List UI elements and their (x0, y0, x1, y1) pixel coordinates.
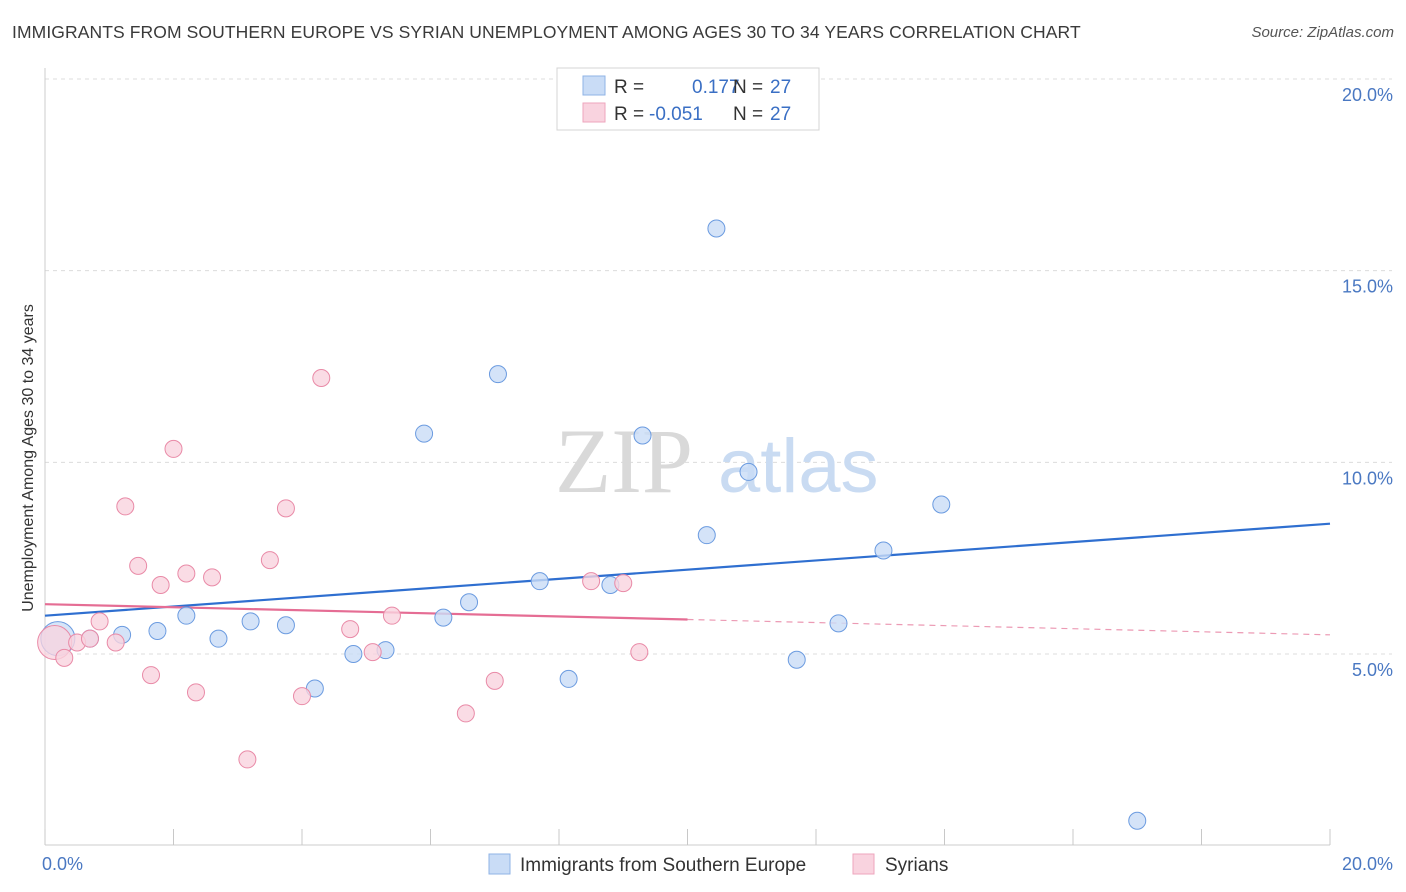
legend-r-value-1: 0.177 (692, 77, 740, 98)
point-syrians (177, 564, 196, 583)
point-southern-europe (707, 219, 726, 238)
point-syrians (142, 666, 161, 685)
point-southern-europe (344, 645, 363, 663)
point-southern-europe (633, 426, 652, 445)
y-tick-label: 20.0% (1342, 85, 1393, 105)
point-southern-europe (434, 608, 453, 627)
point-southern-europe (932, 495, 951, 514)
point-syrians (456, 704, 475, 723)
point-syrians (55, 648, 74, 667)
point-syrians (186, 683, 205, 702)
bottom-legend-swatch-pink (852, 853, 875, 875)
point-syrians (341, 620, 360, 639)
point-southern-europe (829, 614, 848, 633)
point-southern-europe (276, 616, 295, 635)
point-syrians (582, 572, 601, 591)
legend-swatch-pink (582, 102, 606, 123)
point-southern-europe (488, 365, 507, 384)
series-legend: Immigrants from Southern Europe Syrians (488, 853, 948, 876)
y-tick-label: 10.0% (1342, 468, 1393, 488)
legend-n-label-1: N = (733, 77, 763, 98)
point-southern-europe (460, 593, 479, 612)
point-syrians (630, 643, 649, 662)
trend-lines (44, 522, 1331, 636)
bottom-legend-label-1: Immigrants from Southern Europe (520, 855, 806, 876)
x-tick-label-max: 20.0% (1342, 854, 1393, 874)
point-southern-europe (530, 572, 549, 591)
legend-n-label-2: N = (733, 104, 763, 125)
point-syrians (129, 556, 148, 575)
point-syrians (260, 551, 279, 570)
point-syrians (312, 369, 331, 387)
data-points (37, 219, 1147, 830)
tick-labels: 5.0% 10.0% 15.0% 20.0% 0.0% 20.0% (42, 85, 1393, 874)
point-syrians (116, 497, 135, 516)
point-southern-europe (697, 526, 716, 545)
correlation-legend: R = 0.177 N = 27 R = -0.051 N = 27 (556, 67, 820, 131)
y-axis-title: Unemployment Among Ages 30 to 34 years (20, 304, 37, 612)
point-southern-europe (739, 462, 758, 481)
point-syrians (106, 633, 125, 652)
legend-r-label-2: R = (614, 104, 644, 125)
bottom-legend-swatch-blue (488, 853, 511, 875)
legend-r-value-2: -0.051 (649, 104, 703, 125)
trend-line-syrians (44, 603, 688, 621)
legend-n-value-2: 27 (770, 104, 791, 125)
point-syrians (485, 671, 504, 690)
trend-line-southern-europe (44, 522, 1331, 617)
point-syrians (276, 499, 295, 518)
point-syrians (293, 687, 311, 706)
point-southern-europe (1128, 811, 1147, 830)
chart-title: IMMIGRANTS FROM SOUTHERN EUROPE VS SYRIA… (12, 22, 1081, 42)
point-southern-europe (874, 541, 893, 560)
point-syrians (238, 750, 257, 769)
point-syrians (80, 629, 99, 648)
point-syrians (614, 574, 633, 593)
point-southern-europe (177, 606, 196, 625)
legend-swatch-blue (582, 75, 606, 96)
y-tick-label: 15.0% (1342, 277, 1393, 297)
point-southern-europe (415, 424, 434, 443)
point-syrians (164, 439, 183, 458)
legend-n-value-1: 27 (770, 77, 791, 98)
point-syrians (90, 612, 109, 631)
point-southern-europe (559, 669, 578, 688)
bottom-legend-label-2: Syrians (885, 855, 948, 876)
watermark-zip: ZIP (555, 410, 693, 512)
x-tick-label-min: 0.0% (42, 854, 83, 874)
point-syrians (363, 643, 382, 662)
axes (44, 68, 1331, 846)
point-syrians (151, 576, 170, 594)
trend-line-syrians-extension (687, 618, 1331, 636)
y-tick-label: 5.0% (1352, 660, 1393, 680)
point-syrians (203, 568, 222, 587)
point-southern-europe (241, 612, 260, 631)
gridlines (45, 78, 1392, 655)
point-southern-europe (787, 650, 806, 669)
legend-r-label-1: R = (614, 77, 644, 98)
point-syrians (382, 606, 401, 625)
point-southern-europe (209, 629, 228, 648)
point-southern-europe (148, 622, 167, 640)
chart-source: Source: ZipAtlas.com (1251, 24, 1394, 41)
